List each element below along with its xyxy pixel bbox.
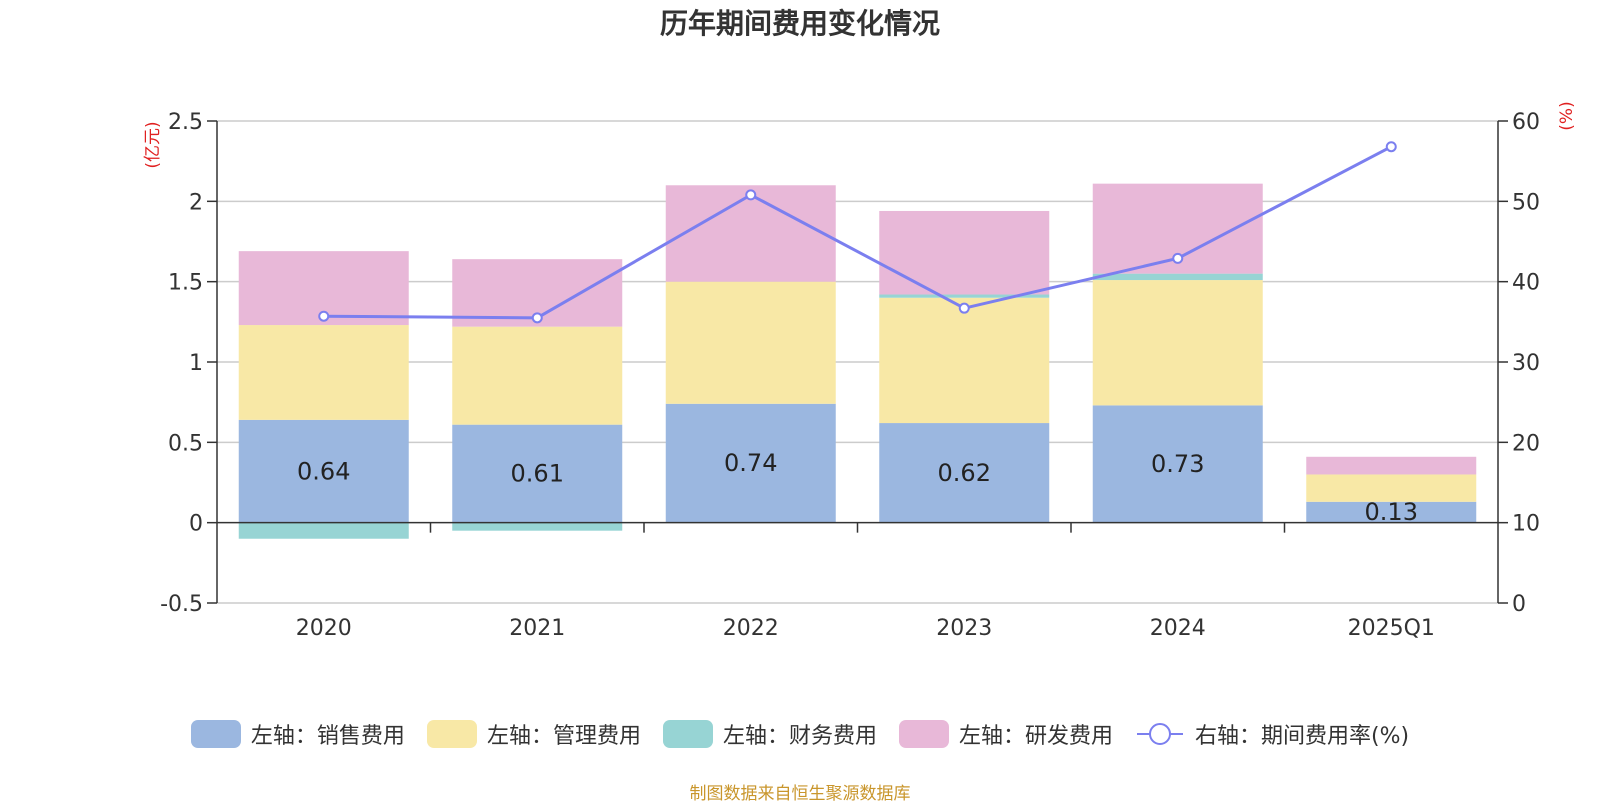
bar-data-label: 0.64 <box>297 457 350 485</box>
expense-ratio-point <box>1385 141 1397 153</box>
right-tick-label: 20 <box>1512 431 1540 456</box>
expense-ratio-point <box>1172 252 1184 264</box>
data-source-note: 制图数据来自恒生聚源数据库 <box>689 784 911 804</box>
bar-sales <box>1092 405 1263 523</box>
left-tick-label: 0.5 <box>168 431 203 456</box>
bar-data-label: 0.73 <box>1151 450 1204 478</box>
expense-ratio-line <box>323 145 1392 320</box>
right-tick-label: 30 <box>1512 351 1540 376</box>
legend-label-rnd: 左轴：研发费用 <box>958 724 1113 749</box>
category-label: 2020 <box>296 616 352 641</box>
bar-admin <box>665 281 836 404</box>
left-tick-label: 1 <box>189 351 203 376</box>
bar-rnd <box>665 185 836 282</box>
bar-sales <box>238 419 409 523</box>
legend-line-marker-icon <box>1136 723 1183 745</box>
legend-swatch-admin <box>426 720 477 748</box>
bar-admin <box>879 297 1050 424</box>
expense-ratio-point <box>958 302 970 314</box>
bar-sales <box>1306 501 1477 523</box>
legend-swatch-sales <box>190 720 241 748</box>
legend-item-rnd[interactable]: 左轴：研发费用 <box>898 718 1113 750</box>
left-axis-unit-label: (亿元) <box>143 121 163 168</box>
category-label: 2024 <box>1150 616 1206 641</box>
bar-finance <box>1092 273 1263 281</box>
bar-sales <box>665 403 836 523</box>
expense-ratio-point <box>531 312 543 324</box>
category-label: 2025Q1 <box>1348 616 1435 641</box>
expense-ratio-point <box>318 310 330 322</box>
bar-data-label: 0.74 <box>724 449 777 477</box>
left-tick-label: 2 <box>189 190 203 215</box>
legend-item-expense-ratio[interactable]: 右轴：期间费用率(%) <box>1135 718 1409 750</box>
bar-data-label: 0.62 <box>938 459 991 487</box>
left-tick-label: 2.5 <box>168 110 203 135</box>
legend-label-expense-ratio: 右轴：期间费用率(%) <box>1194 724 1410 749</box>
legend-item-finance[interactable]: 左轴：财务费用 <box>662 718 877 750</box>
bar-admin <box>1092 280 1263 406</box>
bar-finance <box>452 522 623 531</box>
legend-label-finance: 左轴：财务费用 <box>722 724 877 749</box>
legend-item-admin[interactable]: 左轴：管理费用 <box>426 718 641 750</box>
bar-admin <box>1306 474 1477 502</box>
category-label: 2023 <box>936 616 992 641</box>
bar-data-label: 0.61 <box>511 460 564 488</box>
left-tick-label: -0.5 <box>160 592 203 617</box>
right-tick-label: 10 <box>1512 512 1540 537</box>
legend-item-sales[interactable]: 左轴：销售费用 <box>190 718 405 750</box>
bar-finance <box>879 294 1050 298</box>
category-label: 2021 <box>509 616 565 641</box>
category-label: 2022 <box>723 616 779 641</box>
legend-swatch-rnd <box>898 720 949 748</box>
legend-swatch-finance <box>662 720 713 748</box>
chart-title: 历年期间费用变化情况 <box>659 7 940 40</box>
bar-sales <box>879 423 1050 523</box>
bar-sales <box>452 424 623 523</box>
legend-label-sales: 左轴：销售费用 <box>250 724 405 749</box>
bar-admin <box>238 325 409 420</box>
legend: 左轴：销售费用 左轴：管理费用 左轴：财务费用 左轴：研发费用 右轴：期间费用率… <box>0 718 1600 750</box>
bar-admin <box>452 326 623 425</box>
expense-ratio-point <box>745 189 757 201</box>
left-tick-label: 1.5 <box>168 271 203 296</box>
left-tick-label: 0 <box>189 512 203 537</box>
right-axis-unit-label: (%) <box>1557 101 1577 130</box>
bar-rnd <box>879 210 1050 295</box>
right-tick-label: 40 <box>1512 271 1540 296</box>
bar-data-label: 0.13 <box>1365 498 1418 526</box>
right-tick-label: 0 <box>1512 592 1526 617</box>
right-tick-label: 60 <box>1512 110 1540 135</box>
legend-label-admin: 左轴：管理费用 <box>486 724 641 749</box>
bar-finance <box>238 522 409 539</box>
bar-rnd <box>1306 456 1477 475</box>
right-tick-label: 50 <box>1512 190 1540 215</box>
